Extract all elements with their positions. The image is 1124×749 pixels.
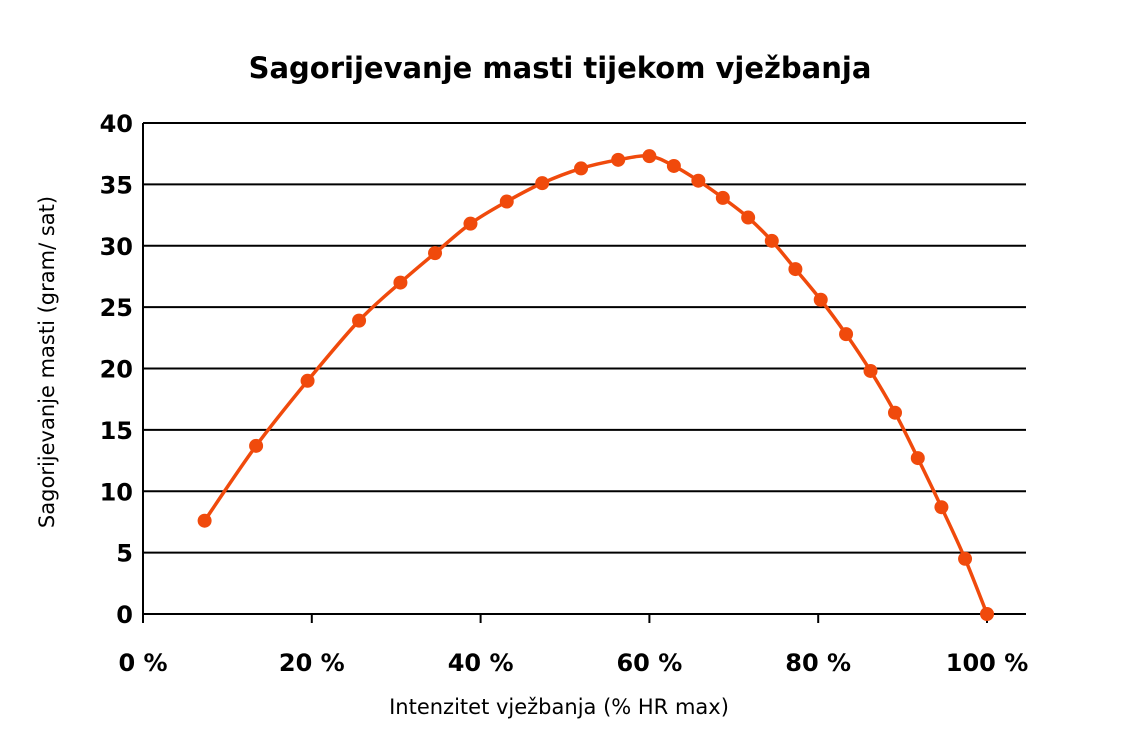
y-tick-label: 10 [100, 478, 133, 506]
y-axis-label: Sagorijevanje masti (gram/ sat) [35, 196, 59, 528]
data-point [764, 233, 779, 248]
x-tick-label: 40 % [448, 649, 514, 677]
y-tick-label: 5 [116, 540, 133, 568]
x-tick-label: 0 % [118, 649, 167, 677]
data-point [910, 451, 925, 466]
data-point [535, 176, 550, 191]
y-tick-label: 35 [100, 171, 133, 199]
data-point [863, 363, 878, 378]
data-point [197, 513, 212, 528]
y-tick-label: 0 [116, 601, 133, 629]
data-point [249, 438, 264, 453]
data-point [839, 327, 854, 342]
data-point [574, 161, 589, 176]
series-line [203, 154, 989, 615]
y-tick-label: 40 [100, 110, 133, 138]
data-point [888, 405, 903, 420]
y-tick-label: 30 [100, 233, 133, 261]
data-point [463, 216, 478, 231]
data-point [352, 313, 367, 328]
data-point [393, 275, 408, 290]
x-tick-label: 80 % [785, 649, 851, 677]
data-point [788, 262, 803, 277]
data-point [642, 149, 657, 164]
data-point [666, 158, 681, 173]
data-point [958, 551, 973, 566]
chart-title: Sagorijevanje masti tijekom vježbanja [249, 51, 872, 85]
data-point [741, 210, 756, 225]
data-point [300, 373, 315, 388]
plot-area [197, 149, 994, 621]
x-axis-label: Intenzitet vježbanja (% HR max) [389, 695, 729, 719]
x-axis-ticks: 0 % 20 % 40 % 60 % 80 % 100 % [118, 614, 1028, 677]
x-tick-label: 20 % [279, 649, 345, 677]
data-point [499, 194, 514, 209]
x-tick-label: 100 % [946, 649, 1029, 677]
data-point [813, 292, 828, 307]
y-tick-label: 20 [100, 356, 133, 384]
data-point [980, 607, 994, 621]
data-point [715, 190, 730, 205]
data-point [428, 246, 443, 261]
x-tick-label: 60 % [616, 649, 682, 677]
y-tick-label: 25 [100, 294, 133, 322]
grid-lines [142, 122, 1026, 615]
data-point [611, 152, 626, 167]
y-axis-ticks: 0 5 10 15 20 25 30 35 40 [100, 110, 133, 629]
data-point [934, 500, 949, 515]
y-tick-label: 15 [100, 417, 133, 445]
data-point [691, 173, 706, 188]
